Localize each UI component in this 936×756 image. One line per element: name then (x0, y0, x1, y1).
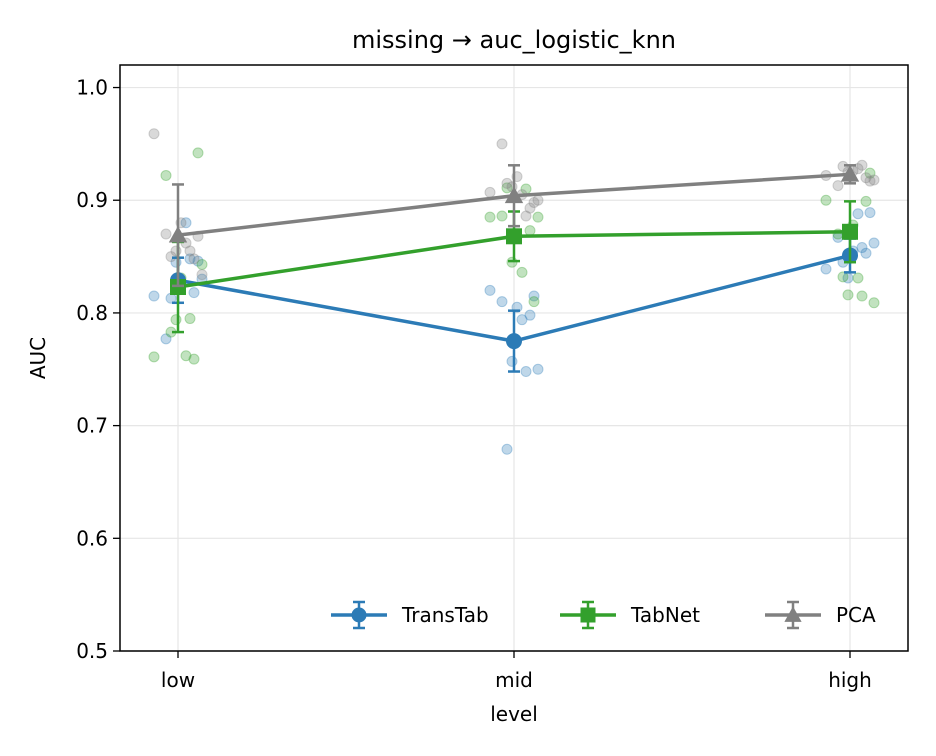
scatter-point (524, 202, 536, 214)
scatter-point (868, 174, 880, 186)
y-tick-label: 0.8 (76, 301, 108, 325)
series-pca (168, 164, 860, 288)
legend-entry-tabnet: TabNet (560, 600, 700, 630)
y-tick-label: 0.7 (76, 414, 108, 438)
scatter-point (864, 207, 876, 219)
scatter-point (196, 258, 208, 270)
scatter-point (532, 211, 544, 223)
legend-marker (580, 607, 596, 623)
scatter-point (501, 177, 513, 189)
scatter-point (860, 172, 872, 184)
scatter-point (528, 196, 540, 208)
x-tick-label: high (828, 668, 872, 692)
scatter-point (520, 366, 532, 378)
scatter-point (184, 253, 196, 265)
series-layer (168, 164, 860, 373)
scatter-point (506, 355, 518, 367)
x-tick-label: low (161, 668, 195, 692)
scatter-point (148, 128, 160, 140)
data-point-marker (840, 165, 860, 182)
scatter-point (501, 182, 513, 194)
scatter-point (148, 351, 160, 363)
scatter-point (496, 296, 508, 308)
scatter-point (832, 180, 844, 192)
data-point-marker (506, 333, 522, 350)
scatter-point (820, 263, 832, 275)
scatter-point (160, 169, 172, 181)
scatter-point (856, 242, 868, 254)
scatter-point (520, 210, 532, 222)
legend: TransTab TabNet PCA (331, 600, 876, 630)
y-axis-label: AUC (26, 337, 50, 379)
scatter-point (856, 159, 868, 171)
scatter-point (860, 247, 872, 259)
scatter-point (532, 363, 544, 375)
data-point-marker (506, 228, 522, 245)
scatter-point (528, 290, 540, 302)
scatter-point (484, 186, 496, 198)
scatter-point (820, 194, 832, 206)
scatter-point (184, 313, 196, 325)
scatter-point (501, 443, 513, 455)
scatter-point (484, 211, 496, 223)
scatter-point (180, 350, 192, 362)
scatter-point (196, 269, 208, 281)
scatter-point (496, 210, 508, 222)
scatter-point (192, 255, 204, 267)
scatter-point (180, 217, 192, 229)
scatter-point (184, 245, 196, 257)
y-tick-label: 0.9 (76, 188, 108, 212)
data-point-marker (504, 186, 524, 204)
scatter-point (188, 353, 200, 365)
scatter-point (837, 271, 849, 283)
chart-title: missing → auc_logistic_knn (352, 26, 676, 54)
scatter-point (516, 314, 528, 326)
scatter-point (860, 195, 872, 207)
scatter-point (856, 290, 868, 302)
y-tick-label: 0.5 (76, 639, 108, 663)
legend-label: PCA (836, 603, 876, 627)
y-tick-label: 1.0 (76, 76, 108, 100)
scatter-point (852, 208, 864, 220)
scatter-point (188, 253, 200, 265)
legend-entry-pca: PCA (765, 600, 876, 630)
legend-label: TabNet (630, 603, 700, 627)
legend-marker (351, 607, 367, 623)
scatter-point (528, 296, 540, 308)
legend-entry-transtab: TransTab (331, 600, 489, 630)
scatter-point (842, 289, 854, 301)
scatter-point (864, 167, 876, 179)
scatter-point (868, 237, 880, 249)
scatter-point (516, 266, 528, 278)
scatter-point (188, 287, 200, 299)
scatter-point (148, 290, 160, 302)
data-point-marker (842, 223, 858, 240)
x-axis-label: level (490, 702, 538, 726)
scatter-point (496, 138, 508, 150)
scatter-point (160, 333, 172, 345)
scatter-point (864, 175, 876, 187)
scatter-point (192, 147, 204, 159)
x-tick-label: mid (495, 668, 533, 692)
legend-label: TransTab (401, 603, 489, 627)
legend-marker (784, 606, 802, 622)
scatter-point (868, 297, 880, 309)
scatter-point (524, 309, 536, 321)
scatter-point (160, 228, 172, 240)
scatter-point (524, 225, 536, 237)
scatter-point (170, 314, 182, 326)
y-tick-label: 0.6 (76, 526, 108, 550)
scatter-point (484, 284, 496, 296)
axis-layer: 0.5 0.6 0.7 0.8 0.9 1.0 low mid high (76, 76, 872, 692)
data-point-marker (168, 225, 188, 243)
scatter-point (852, 272, 864, 284)
